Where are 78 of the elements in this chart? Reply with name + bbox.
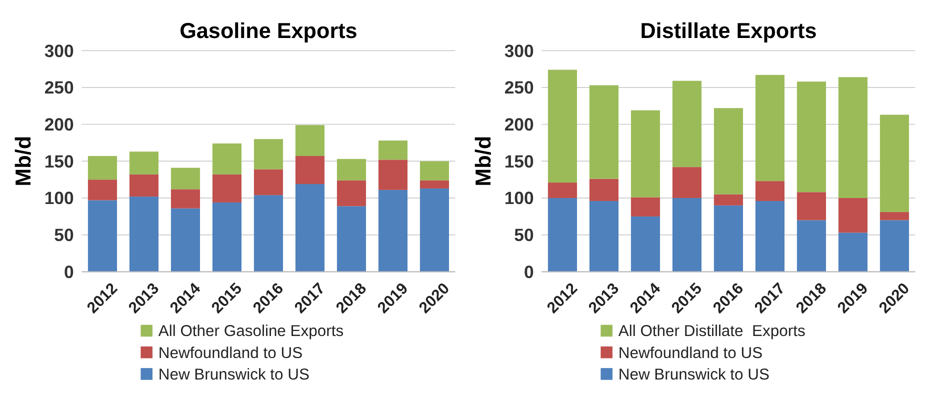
- bar: [336, 158, 366, 180]
- bar: [838, 232, 868, 272]
- bar: [88, 156, 117, 180]
- bar: [589, 178, 618, 201]
- bar: [796, 192, 826, 220]
- legend-label: All Other Distillate Exports: [618, 323, 806, 340]
- y-tick-label: 200: [44, 114, 74, 135]
- bar: [548, 198, 577, 272]
- y-tick-label: 300: [504, 40, 534, 61]
- bar: [378, 190, 408, 272]
- bar: [420, 188, 449, 272]
- bar: [129, 152, 158, 174]
- bar: [548, 182, 577, 198]
- bar: [129, 174, 158, 197]
- y-tick-label: 250: [44, 78, 74, 98]
- y-tick-label: 250: [504, 78, 534, 98]
- bar: [880, 212, 909, 220]
- bar: [88, 200, 117, 272]
- bar: [129, 196, 158, 272]
- chart-title: Gasoline Exports: [180, 18, 358, 43]
- y-axis-title: Mb/d: [470, 136, 496, 186]
- bar: [336, 180, 366, 206]
- bar: [672, 198, 702, 272]
- bar: [254, 169, 283, 196]
- bar: [336, 206, 366, 272]
- bar: [755, 74, 784, 182]
- y-tick-label: 50: [514, 225, 534, 246]
- bar: [714, 205, 743, 272]
- bar: [755, 200, 784, 272]
- bar: [212, 174, 242, 202]
- bar: [295, 125, 324, 156]
- chart-title: Distillate Exports: [640, 18, 817, 43]
- legend-label: All Other Gasoline Exports: [158, 323, 344, 340]
- bar: [378, 140, 408, 160]
- bar: [88, 180, 117, 200]
- bar: [212, 143, 242, 174]
- bar: [170, 208, 200, 272]
- bar: [420, 161, 449, 180]
- bar: [672, 80, 702, 168]
- bar: [589, 200, 618, 272]
- y-axis-title: Mb/d: [10, 136, 36, 186]
- bar: [796, 82, 826, 192]
- y-tick-label: 100: [44, 188, 74, 208]
- bar: [630, 197, 660, 216]
- bar: [170, 189, 200, 208]
- y-tick-label: 100: [504, 188, 534, 208]
- bar: [548, 70, 577, 183]
- bar: [880, 114, 909, 212]
- y-tick-label: 150: [44, 151, 74, 172]
- bar: [755, 181, 784, 201]
- bar: [672, 167, 702, 198]
- bar: [630, 216, 660, 272]
- legend-label: Newfoundland to US: [158, 344, 303, 362]
- bar: [714, 108, 743, 194]
- bar: [170, 168, 200, 190]
- bar: [295, 156, 324, 184]
- bar: [796, 220, 826, 272]
- bar: [378, 160, 408, 190]
- y-tick-label: 50: [54, 225, 74, 246]
- bar: [838, 198, 868, 233]
- y-tick-label: 300: [44, 40, 74, 61]
- bar: [630, 110, 660, 198]
- bar: [295, 184, 324, 272]
- bar: [212, 202, 242, 272]
- y-tick-label: 150: [504, 151, 534, 172]
- legend-label: Newfoundland to US: [618, 344, 763, 362]
- legend-label: New Brunswick to US: [158, 366, 310, 384]
- bar: [838, 77, 868, 198]
- bar: [714, 194, 743, 206]
- bar: [254, 139, 283, 170]
- bar: [880, 220, 909, 272]
- y-tick-label: 0: [64, 262, 74, 282]
- bar: [254, 195, 283, 272]
- bar: [420, 180, 449, 188]
- y-tick-label: 200: [504, 114, 534, 135]
- y-tick-label: 0: [524, 262, 534, 282]
- bar: [589, 85, 618, 179]
- legend-label: New Brunswick to US: [618, 366, 770, 384]
